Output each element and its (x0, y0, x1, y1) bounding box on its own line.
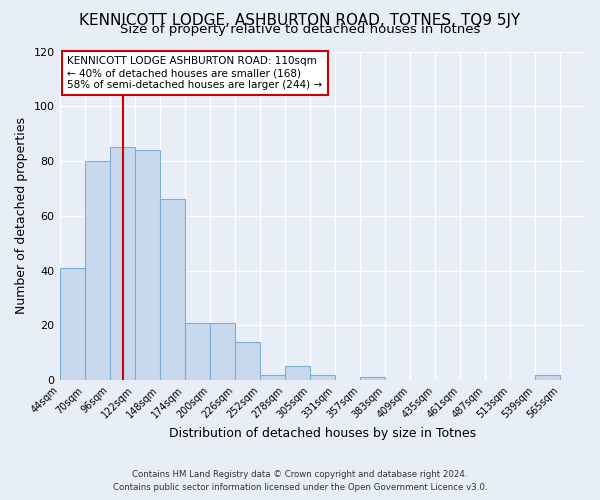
Text: KENNICOTT LODGE ASHBURTON ROAD: 110sqm
← 40% of detached houses are smaller (168: KENNICOTT LODGE ASHBURTON ROAD: 110sqm ←… (67, 56, 323, 90)
Text: Size of property relative to detached houses in Totnes: Size of property relative to detached ho… (120, 22, 480, 36)
Bar (310, 374, 335, 380)
Bar (209, 322, 235, 380)
Bar (85, 161, 110, 380)
Bar (134, 150, 160, 380)
Bar (535, 374, 560, 380)
Text: Contains HM Land Registry data © Crown copyright and database right 2024.
Contai: Contains HM Land Registry data © Crown c… (113, 470, 487, 492)
Bar (235, 342, 260, 380)
Bar (260, 374, 285, 380)
Bar (285, 366, 310, 380)
Bar (110, 148, 134, 380)
Bar (185, 322, 209, 380)
Y-axis label: Number of detached properties: Number of detached properties (15, 118, 28, 314)
Text: KENNICOTT LODGE, ASHBURTON ROAD, TOTNES, TQ9 5JY: KENNICOTT LODGE, ASHBURTON ROAD, TOTNES,… (79, 12, 521, 28)
Bar (160, 200, 185, 380)
X-axis label: Distribution of detached houses by size in Totnes: Distribution of detached houses by size … (169, 427, 476, 440)
Bar (360, 378, 385, 380)
Bar (59, 268, 85, 380)
